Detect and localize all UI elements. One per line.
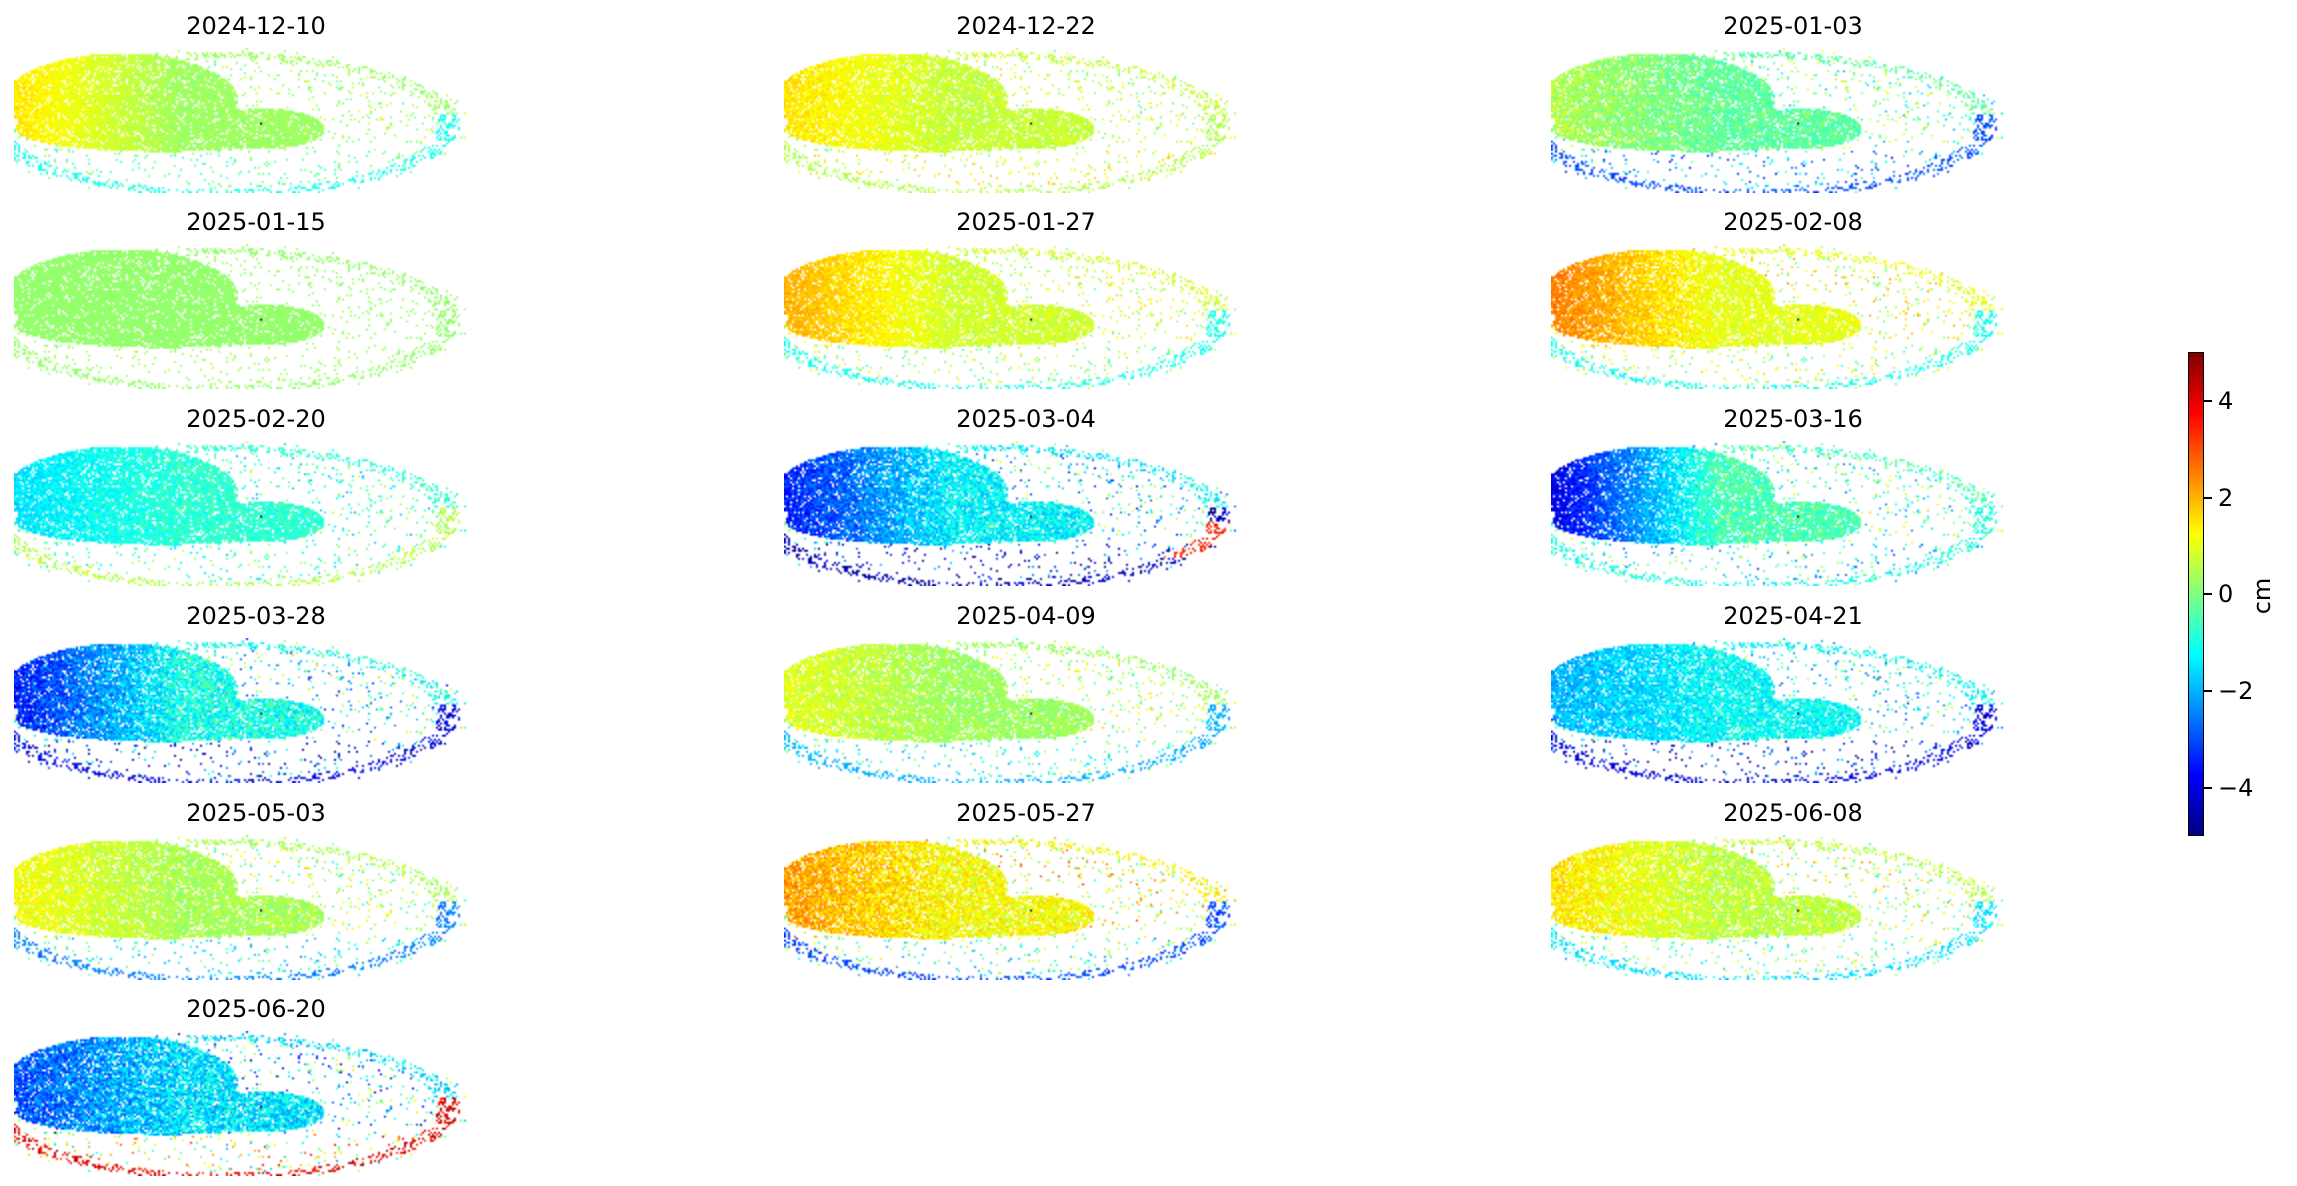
displacement-map (784, 441, 1268, 586)
colorbar-tick (2204, 690, 2212, 692)
colorbar-tick-label: 4 (2218, 387, 2234, 415)
panel-title: 2025-04-21 (1723, 602, 1863, 630)
panel-title: 2025-01-15 (186, 208, 326, 236)
displacement-map (14, 441, 498, 586)
panel-title: 2025-03-28 (186, 602, 326, 630)
panel-title: 2025-03-16 (1723, 405, 1863, 433)
panel-title: 2025-06-20 (186, 995, 326, 1023)
displacement-map (1551, 638, 2035, 783)
colorbar-gradient (2188, 352, 2204, 836)
panel-title: 2025-05-03 (186, 799, 326, 827)
colorbar-tick-label: −2 (2218, 677, 2254, 705)
displacement-map (784, 638, 1268, 783)
panel-title: 2025-06-08 (1723, 799, 1863, 827)
displacement-map (14, 244, 498, 389)
panel-title: 2025-02-08 (1723, 208, 1863, 236)
displacement-map (1551, 244, 2035, 389)
panel-title: 2025-05-27 (956, 799, 1096, 827)
displacement-map (14, 1031, 498, 1176)
colorbar-tick (2204, 593, 2212, 595)
displacement-map (14, 638, 498, 783)
panel-title: 2024-12-10 (186, 12, 326, 40)
panel-title: 2025-01-03 (1723, 12, 1863, 40)
displacement-map (14, 835, 498, 980)
displacement-map (14, 48, 498, 193)
displacement-map (784, 48, 1268, 193)
displacement-map (1551, 48, 2035, 193)
colorbar-label: cm (2248, 577, 2276, 615)
panel-title: 2024-12-22 (956, 12, 1096, 40)
colorbar: 4 2 0 −2 −4 (2188, 352, 2253, 836)
displacement-map (784, 835, 1268, 980)
panel-title: 2025-02-20 (186, 405, 326, 433)
panel-title: 2025-03-04 (956, 405, 1096, 433)
panel-title: 2025-01-27 (956, 208, 1096, 236)
colorbar-tick (2204, 787, 2212, 789)
colorbar-tick-label: 0 (2218, 580, 2234, 608)
colorbar-tick (2204, 400, 2212, 402)
colorbar-tick-label: 2 (2218, 484, 2234, 512)
displacement-map (1551, 835, 2035, 980)
colorbar-tick (2204, 497, 2212, 499)
colorbar-tick-label: −4 (2218, 774, 2254, 802)
panel-title: 2025-04-09 (956, 602, 1096, 630)
displacement-map (1551, 441, 2035, 586)
displacement-map (784, 244, 1268, 389)
